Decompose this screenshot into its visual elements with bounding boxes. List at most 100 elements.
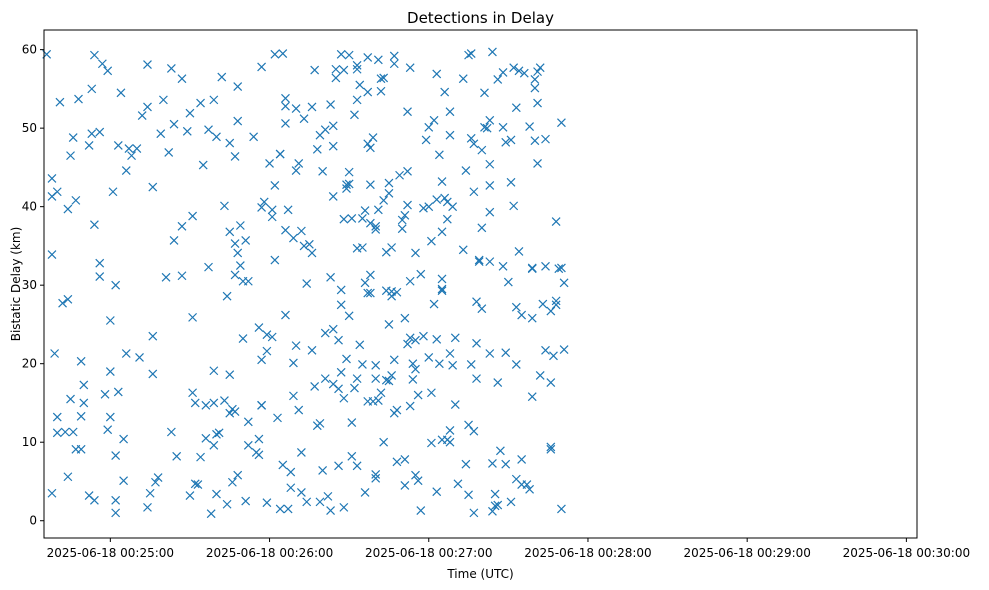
data-point-marker bbox=[281, 225, 290, 235]
data-point-marker bbox=[379, 437, 389, 447]
data-point-marker bbox=[392, 287, 402, 297]
data-point-marker bbox=[403, 166, 412, 176]
data-point-marker bbox=[480, 122, 489, 132]
data-point-marker bbox=[445, 107, 455, 117]
data-point-marker bbox=[448, 202, 458, 212]
data-point-marker bbox=[371, 374, 381, 384]
data-point-marker bbox=[169, 119, 179, 129]
data-point-marker bbox=[281, 93, 290, 103]
data-point-marker bbox=[506, 177, 516, 187]
data-point-marker bbox=[411, 335, 420, 345]
data-point-marker bbox=[371, 469, 381, 479]
data-point-marker bbox=[474, 255, 484, 265]
x-tick-label: 2025-06-18 00:27:00 bbox=[365, 546, 492, 560]
data-point-marker bbox=[530, 83, 540, 93]
data-point-marker bbox=[318, 166, 328, 176]
data-point-marker bbox=[270, 255, 280, 265]
data-point-marker bbox=[217, 72, 227, 82]
data-point-marker bbox=[79, 398, 89, 408]
data-point-marker bbox=[450, 333, 460, 343]
data-point-marker bbox=[145, 488, 155, 498]
data-point-marker bbox=[204, 262, 213, 272]
data-point-marker bbox=[204, 125, 213, 135]
data-point-marker bbox=[498, 67, 508, 77]
data-point-marker bbox=[477, 145, 487, 155]
data-point-marker bbox=[328, 121, 338, 131]
data-point-marker bbox=[434, 359, 444, 369]
data-point-marker bbox=[522, 480, 532, 490]
y-tick-label: 20 bbox=[22, 357, 37, 371]
data-point-marker bbox=[387, 371, 397, 380]
data-point-marker bbox=[371, 225, 381, 234]
data-point-marker bbox=[68, 427, 78, 437]
data-point-marker bbox=[437, 286, 447, 296]
data-point-marker bbox=[485, 349, 495, 358]
data-point-marker bbox=[315, 497, 325, 507]
data-point-marker bbox=[373, 396, 383, 406]
data-point-marker bbox=[488, 506, 497, 516]
data-point-marker bbox=[71, 195, 81, 205]
data-point-marker bbox=[310, 382, 320, 391]
data-point-marker bbox=[551, 217, 561, 227]
data-point-marker bbox=[198, 160, 208, 170]
data-point-marker bbox=[344, 167, 354, 177]
data-point-marker bbox=[121, 166, 131, 175]
data-point-marker bbox=[294, 405, 304, 415]
data-point-marker bbox=[445, 130, 455, 140]
data-point-marker bbox=[201, 400, 211, 410]
data-point-marker bbox=[76, 356, 86, 366]
data-point-marker bbox=[506, 497, 516, 507]
data-point-marker bbox=[389, 355, 399, 365]
data-point-marker bbox=[469, 426, 479, 436]
data-point-marker bbox=[63, 204, 73, 214]
data-point-marker bbox=[283, 205, 293, 215]
data-point-marker bbox=[360, 278, 370, 288]
data-point-marker bbox=[538, 299, 548, 309]
data-point-marker bbox=[344, 311, 354, 321]
data-point-marker bbox=[525, 122, 535, 131]
data-point-marker bbox=[432, 487, 442, 497]
data-point-marker bbox=[238, 334, 248, 343]
data-point-marker bbox=[530, 136, 540, 146]
data-point-marker bbox=[541, 345, 550, 355]
data-point-marker bbox=[105, 316, 115, 325]
y-tick-label: 60 bbox=[22, 43, 37, 57]
data-point-marker bbox=[365, 270, 375, 280]
data-point-marker bbox=[326, 272, 336, 282]
data-point-marker bbox=[546, 378, 556, 387]
data-point-marker bbox=[188, 312, 198, 322]
data-point-marker bbox=[87, 129, 97, 139]
data-point-marker bbox=[267, 212, 277, 222]
data-point-marker bbox=[212, 132, 221, 142]
data-point-marker bbox=[416, 269, 426, 279]
data-point-marker bbox=[408, 374, 418, 384]
data-point-marker bbox=[201, 433, 211, 443]
data-point-marker bbox=[291, 341, 301, 351]
data-point-marker bbox=[440, 87, 450, 97]
plot-frame bbox=[43, 29, 918, 539]
y-tick-label: 0 bbox=[29, 514, 37, 528]
data-point-marker bbox=[357, 214, 367, 223]
data-point-marker bbox=[47, 488, 57, 498]
data-point-marker bbox=[557, 118, 566, 128]
data-point-marker bbox=[352, 461, 362, 471]
data-point-marker bbox=[408, 359, 418, 369]
data-point-marker bbox=[235, 221, 245, 230]
data-point-marker bbox=[164, 148, 174, 157]
data-point-marker bbox=[405, 276, 415, 286]
data-point-marker bbox=[365, 218, 375, 228]
data-point-marker bbox=[230, 239, 240, 248]
data-point-marker bbox=[286, 483, 296, 493]
data-point-marker bbox=[511, 103, 521, 113]
data-point-marker bbox=[320, 374, 330, 384]
data-point-marker bbox=[74, 94, 83, 104]
data-point-marker bbox=[52, 412, 62, 422]
data-point-marker bbox=[368, 133, 378, 142]
data-point-marker bbox=[230, 151, 240, 161]
x-axis-label: Time (UTC) bbox=[446, 567, 513, 581]
data-point-marker bbox=[480, 88, 489, 98]
data-point-marker bbox=[166, 64, 176, 73]
data-point-marker bbox=[347, 451, 357, 461]
data-point-marker bbox=[328, 192, 338, 201]
data-point-marker bbox=[376, 86, 386, 96]
